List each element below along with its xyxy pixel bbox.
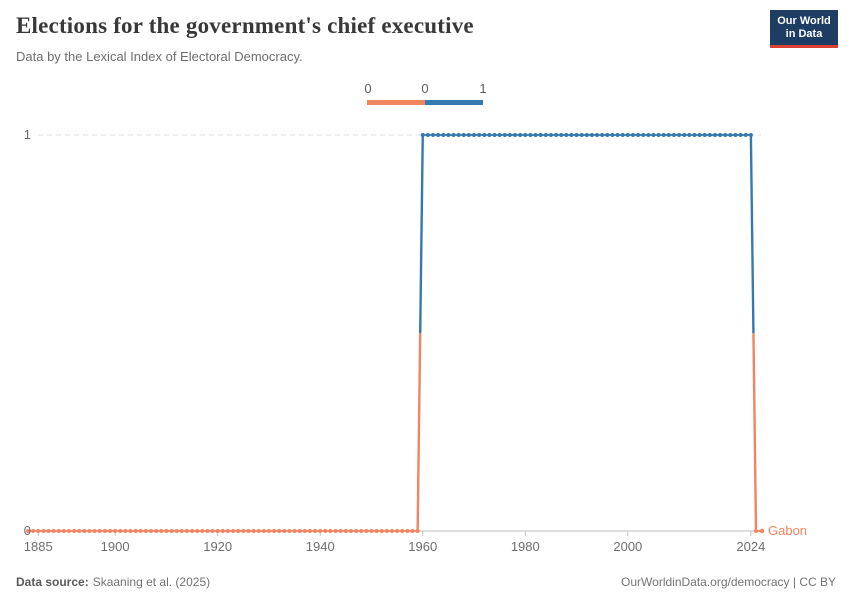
owid-logo-line1: Our World — [777, 15, 831, 27]
x-tick-label: 1920 — [203, 539, 233, 554]
data-source: Data source: Skaaning et al. (2025) — [16, 575, 210, 589]
gabon-line — [26, 133, 765, 534]
page-subtitle: Data by the Lexical Index of Electoral D… — [16, 49, 303, 64]
data-source-value: Skaaning et al. (2025) — [92, 575, 211, 589]
owid-logo-line2: in Data — [785, 28, 823, 40]
legend-label-max: 1 — [479, 81, 487, 96]
x-tick-label: 1885 — [23, 539, 53, 554]
x-tick-label: 2024 — [736, 539, 766, 554]
legend-segment-value-1[interactable] — [425, 100, 483, 105]
footer-license-link[interactable]: OurWorldinData.org/democracy | CC BY — [621, 575, 836, 589]
series-label-gabon[interactable]: Gabon — [768, 523, 808, 538]
legend-label-mid: 0 — [421, 81, 429, 96]
legend-segment-value-0[interactable] — [367, 100, 425, 105]
x-tick-label: 2000 — [613, 539, 643, 554]
owid-logo[interactable]: Our World in Data — [770, 10, 838, 48]
footer: Data source: Skaaning et al. (2025) OurWo… — [16, 575, 836, 589]
legend-color-bar — [367, 100, 483, 105]
x-tick-label: 1960 — [408, 539, 438, 554]
x-tick-label: 1980 — [510, 539, 540, 554]
y-tick-label: 1 — [23, 127, 31, 142]
gridlines — [28, 134, 761, 536]
page-title: Elections for the government's chief exe… — [16, 13, 474, 38]
legend-label-min: 0 — [364, 81, 372, 96]
y-tick-label: 0 — [23, 523, 31, 538]
data-source-label: Data source: — [16, 575, 89, 589]
x-tick-label: 1900 — [100, 539, 130, 554]
x-tick-label: 1940 — [305, 539, 335, 554]
